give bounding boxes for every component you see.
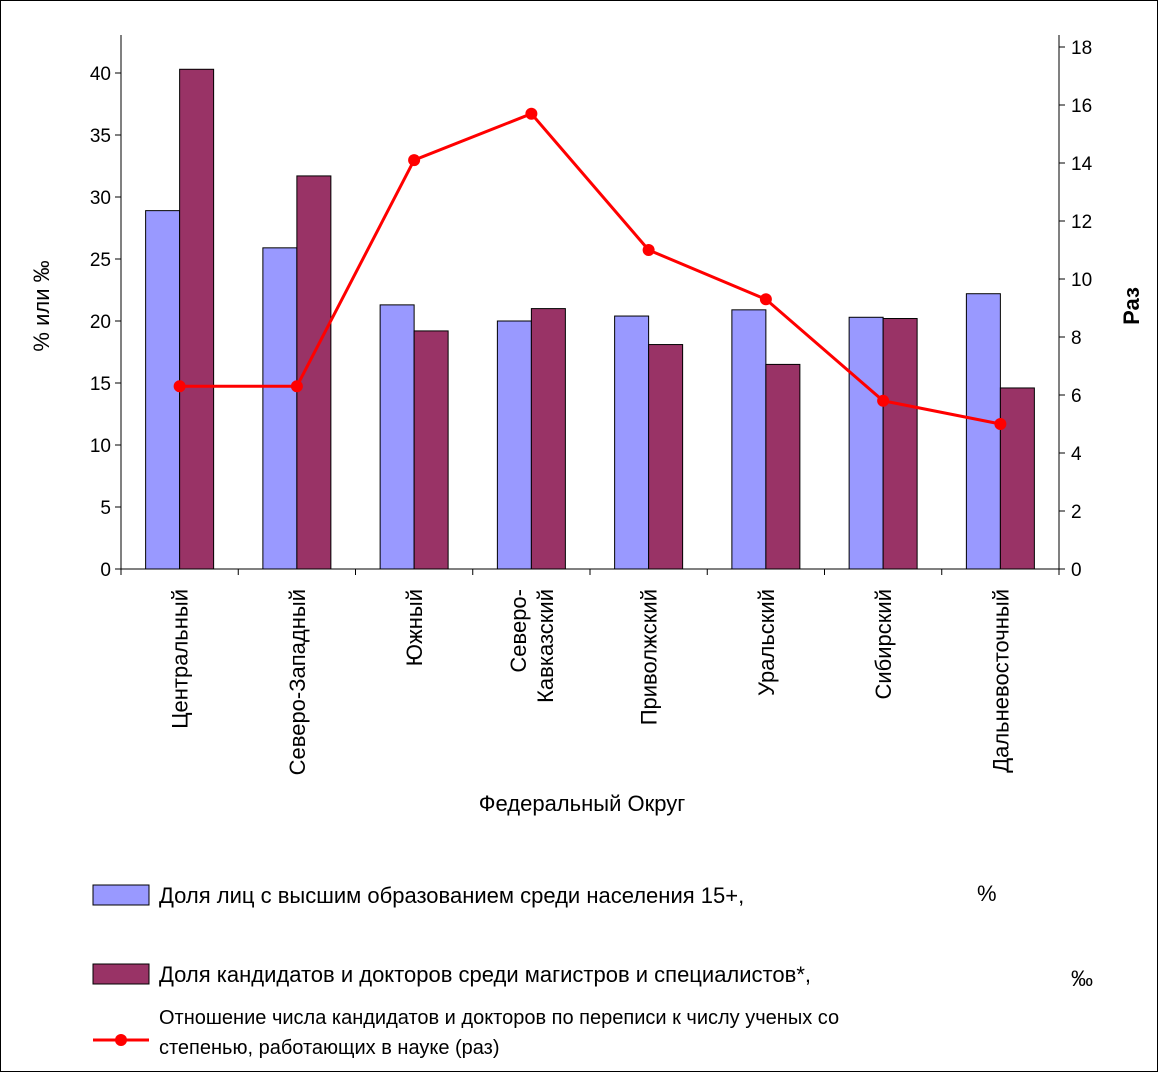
right-tick-label-14: 14 xyxy=(1071,154,1093,175)
right-tick-label-2: 2 xyxy=(1071,502,1082,523)
right-tick-label-18: 18 xyxy=(1071,38,1092,59)
right-tick-label-6: 6 xyxy=(1071,386,1082,407)
left-tick-label-30: 30 xyxy=(90,188,111,209)
category-label-2: Северо-Западный xyxy=(285,589,310,775)
category-label-1: Центральный xyxy=(168,589,193,729)
line-point-4 xyxy=(525,107,538,120)
right-tick-label-12: 12 xyxy=(1071,212,1092,233)
line-series-path xyxy=(179,111,1001,426)
labels-layer: 0 5 10 15 20 25 30 35 40 0 2 4 6 8 10 12 14 16 18 Центральн… xyxy=(29,38,1144,816)
x-axis-title: Федеральный Округ xyxy=(479,791,685,816)
line-point-7 xyxy=(877,394,890,407)
category-label-4-1: Северо- xyxy=(506,589,531,673)
bar-series1-6 xyxy=(731,309,767,570)
category-label-8: Дальневосточный xyxy=(988,589,1013,773)
right-tick-label-4: 4 xyxy=(1071,444,1082,465)
axes-layer xyxy=(115,35,1065,575)
right-tick-label-0: 0 xyxy=(1071,560,1082,581)
left-tick-label-35: 35 xyxy=(90,126,111,147)
left-tick-label-20: 20 xyxy=(90,312,111,333)
left-tick-label-40: 40 xyxy=(90,64,111,85)
legend-label-3-line-2: степенью, работающих в науке (раз) xyxy=(159,1037,500,1059)
bar-series1-5 xyxy=(614,315,650,570)
left-tick-label-5: 5 xyxy=(100,498,111,519)
legend-unit-2: ‰ xyxy=(1071,966,1093,991)
right-tick-label-8: 8 xyxy=(1071,328,1082,349)
bar-series2-1 xyxy=(179,68,215,570)
bar-series1-8 xyxy=(965,293,1001,570)
bar-series1-3 xyxy=(379,304,415,570)
category-label-5: Приволжский xyxy=(637,589,662,725)
bars-layer xyxy=(145,68,1035,570)
line-point-1 xyxy=(173,380,186,393)
bar-series1-7 xyxy=(848,316,884,570)
line-point-3 xyxy=(408,154,421,167)
legend-swatch-2 xyxy=(92,963,150,985)
right-axis-title: Раз xyxy=(1119,287,1144,325)
bar-series1-2 xyxy=(262,247,298,570)
bar-series2-4 xyxy=(530,308,566,570)
legend-swatch-1 xyxy=(92,884,150,906)
left-tick-label-15: 15 xyxy=(90,374,111,395)
legend-label-2: Доля кандидатов и докторов среди магистр… xyxy=(159,962,811,987)
legend-label-3-line-1: Отношение числа кандидатов и докторов по… xyxy=(159,1007,839,1029)
line-point-2 xyxy=(290,380,303,393)
line-point-6 xyxy=(759,293,772,306)
category-label-4-2: Кавказский xyxy=(533,589,558,703)
legend: Доля лиц с высшим образованием среди нас… xyxy=(92,881,1093,1059)
line-point-5 xyxy=(642,244,655,256)
left-tick-label-25: 25 xyxy=(90,250,111,271)
category-label-3: Южный xyxy=(402,589,427,666)
bar-series1-1 xyxy=(145,210,181,570)
legend-unit-1: % xyxy=(977,881,997,906)
bar-series2-5 xyxy=(648,344,684,570)
bar-series2-2 xyxy=(296,175,332,570)
bar-series2-8 xyxy=(999,387,1035,570)
line-point-8 xyxy=(994,418,1007,430)
right-tick-label-16: 16 xyxy=(1071,96,1092,117)
right-tick-label-10: 10 xyxy=(1071,270,1092,291)
left-tick-label-10: 10 xyxy=(90,436,111,457)
line-layer xyxy=(173,107,1007,430)
bar-series1-4 xyxy=(496,320,532,570)
category-label-6: Уральский xyxy=(754,589,779,696)
legend-label-1: Доля лиц с высшим образованием среди нас… xyxy=(159,883,744,908)
left-tick-label-0: 0 xyxy=(100,560,111,581)
bar-series2-3 xyxy=(413,330,449,570)
category-label-7: Сибирский xyxy=(871,589,896,700)
bar-series2-6 xyxy=(765,363,801,570)
bar-series2-7 xyxy=(882,318,918,570)
left-axis-title: % или ‰ xyxy=(29,260,54,351)
legend-swatch-3-marker xyxy=(115,1034,127,1046)
